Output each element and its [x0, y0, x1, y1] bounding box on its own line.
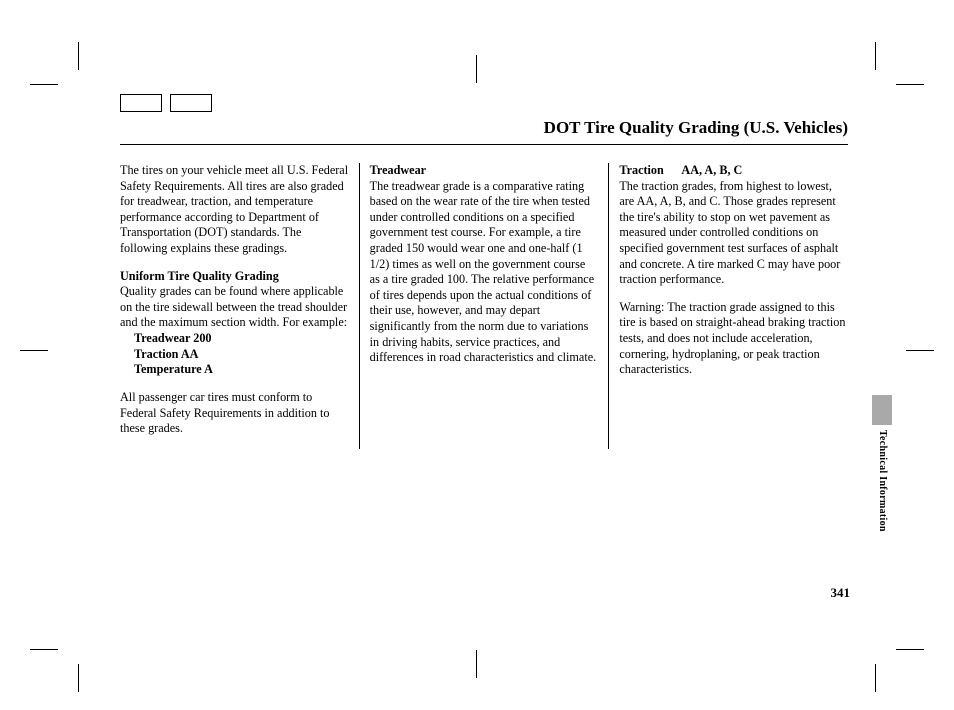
conform-paragraph: All passenger car tires must conform to …	[120, 390, 349, 437]
section-label: Technical Information	[877, 430, 888, 532]
traction-heading: Traction AA, A, B, C	[619, 163, 742, 177]
traction-body: The traction grades, from highest to low…	[619, 179, 840, 287]
registration-box	[170, 94, 212, 112]
column-1: The tires on your vehicle meet all U.S. …	[120, 163, 359, 449]
crop-mark	[78, 664, 79, 692]
crop-mark	[476, 55, 477, 83]
column-3: Traction AA, A, B, C The traction grades…	[608, 163, 848, 449]
registration-boxes	[120, 94, 212, 112]
page-number: 341	[831, 585, 851, 601]
crop-mark	[476, 650, 477, 678]
registration-box	[120, 94, 162, 112]
page-title: DOT Tire Quality Grading (U.S. Vehicles)	[120, 118, 848, 145]
crop-mark	[875, 42, 876, 70]
columns: The tires on your vehicle meet all U.S. …	[120, 163, 848, 449]
treadwear-body: The treadwear grade is a comparative rat…	[370, 179, 597, 365]
crop-mark	[896, 649, 924, 650]
intro-paragraph: The tires on your vehicle meet all U.S. …	[120, 163, 349, 257]
column-2: Treadwear The treadwear grade is a compa…	[359, 163, 609, 449]
example-treadwear: Treadwear 200	[120, 331, 349, 347]
page-content: DOT Tire Quality Grading (U.S. Vehicles)…	[120, 118, 848, 449]
section-tab	[872, 395, 892, 425]
traction-block: Traction AA, A, B, C The traction grades…	[619, 163, 848, 288]
example-traction: Traction AA	[120, 347, 349, 363]
traction-warning: Warning: The traction grade assigned to …	[619, 300, 848, 378]
crop-mark	[30, 649, 58, 650]
uqg-block: Uniform Tire Quality Grading Quality gra…	[120, 269, 349, 378]
crop-mark	[30, 84, 58, 85]
crop-mark	[875, 664, 876, 692]
treadwear-heading: Treadwear	[370, 163, 426, 177]
uqg-body: Quality grades can be found where applic…	[120, 284, 347, 329]
crop-mark	[896, 84, 924, 85]
crop-mark	[906, 350, 934, 351]
uqg-heading: Uniform Tire Quality Grading	[120, 269, 279, 283]
crop-mark	[20, 350, 48, 351]
treadwear-block: Treadwear The treadwear grade is a compa…	[370, 163, 599, 366]
crop-mark	[78, 42, 79, 70]
example-temperature: Temperature A	[120, 362, 349, 378]
